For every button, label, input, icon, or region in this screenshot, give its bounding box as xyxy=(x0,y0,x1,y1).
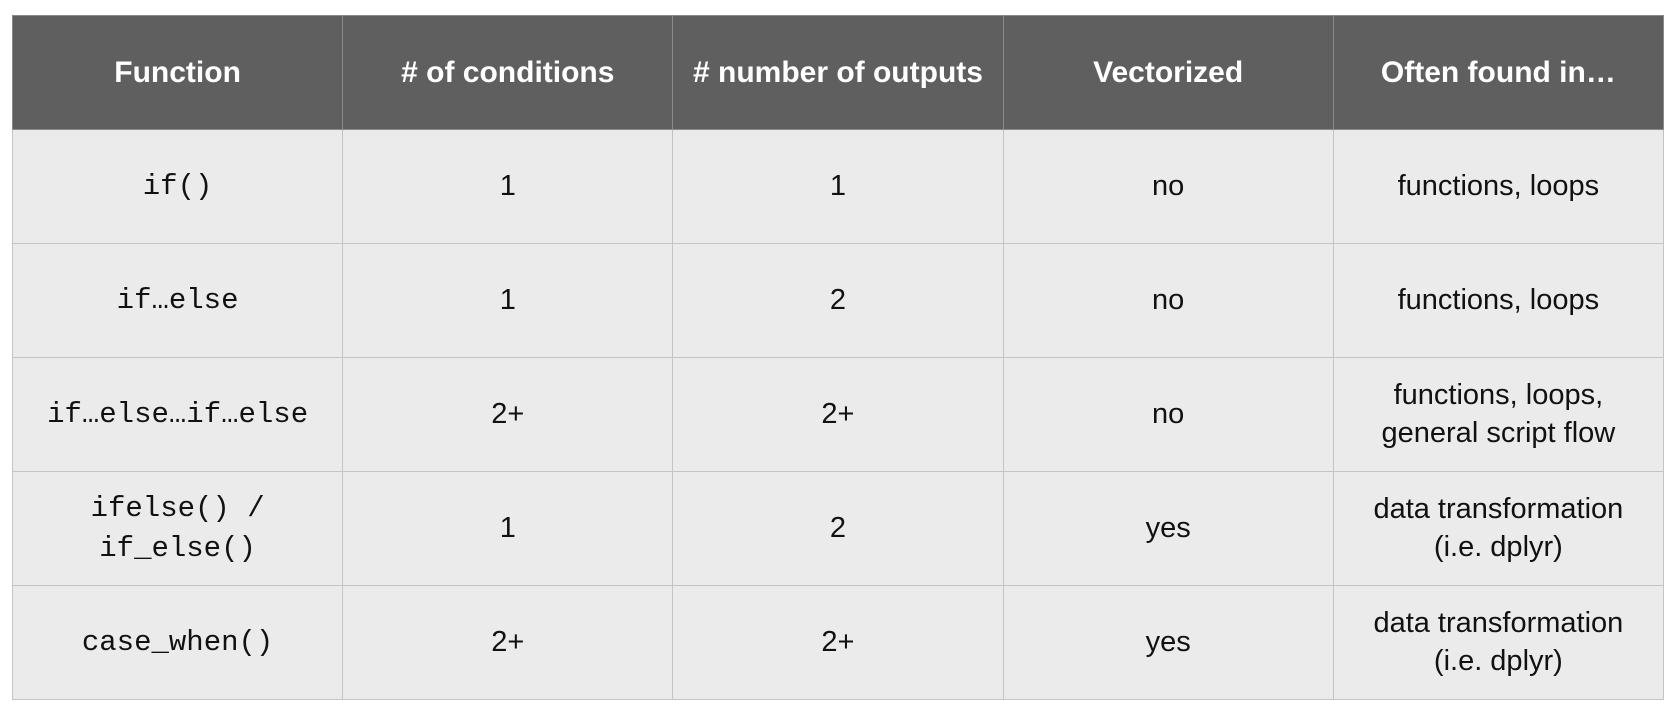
function-name: if…else…if…else xyxy=(47,397,309,431)
outputs-cell: 2 xyxy=(672,471,1004,586)
found-in-cell: functions, loops xyxy=(1332,129,1665,244)
outputs-cell: 2+ xyxy=(672,585,1004,700)
conditional-functions-table: Function # of conditions # number of out… xyxy=(11,15,1665,700)
found-in-cell: data transformation (i.e. dplyr) xyxy=(1332,585,1665,700)
outputs-cell: 2 xyxy=(672,243,1004,358)
function-cell: if…else…if…else xyxy=(11,357,344,472)
conditions-cell: 2+ xyxy=(342,357,674,472)
function-cell: ifelse() / if_else() xyxy=(11,471,344,586)
found-in-cell: functions, loops xyxy=(1332,243,1665,358)
function-name-line-1: ifelse() / xyxy=(90,492,265,526)
table-body: if() 1 1 no functions, loops if…else 1 2… xyxy=(11,129,1665,700)
table-row: if…else…if…else 2+ 2+ no functions, loop… xyxy=(11,357,1665,472)
function-name: if() xyxy=(142,169,213,203)
conditions-cell: 1 xyxy=(342,243,674,358)
vectorized-cell: yes xyxy=(1002,471,1334,586)
outputs-cell: 2+ xyxy=(672,357,1004,472)
function-cell: if…else xyxy=(11,243,344,358)
found-in-text: functions, loops xyxy=(1397,283,1600,316)
table-row: case_when() 2+ 2+ yes data transformatio… xyxy=(11,585,1665,700)
vectorized-cell: no xyxy=(1002,357,1334,472)
function-cell: case_when() xyxy=(11,585,344,700)
function-cell: if() xyxy=(11,129,344,244)
table-row: if…else 1 2 no functions, loops xyxy=(11,243,1665,358)
vectorized-cell: no xyxy=(1002,243,1334,358)
found-in-text-line-2: (i.e. dplyr) xyxy=(1433,644,1563,677)
found-in-text-line-2: general script flow xyxy=(1381,416,1616,449)
header-outputs: # number of outputs xyxy=(672,15,1004,130)
found-in-text-line-1: data transformation xyxy=(1373,492,1624,525)
conditions-cell: 1 xyxy=(342,129,674,244)
header-function: Function xyxy=(11,15,344,130)
found-in-text-line-2: (i.e. dplyr) xyxy=(1433,530,1563,563)
outputs-cell: 1 xyxy=(672,129,1004,244)
comparison-table-container: Function # of conditions # number of out… xyxy=(11,15,1665,700)
function-name: if…else xyxy=(116,283,239,317)
found-in-text-line-1: functions, loops, xyxy=(1393,378,1604,411)
function-name-line-2: if_else() xyxy=(99,531,256,565)
table-row: ifelse() / if_else() 1 2 yes data transf… xyxy=(11,471,1665,586)
found-in-cell: functions, loops, general script flow xyxy=(1332,357,1665,472)
conditions-cell: 2+ xyxy=(342,585,674,700)
vectorized-cell: no xyxy=(1002,129,1334,244)
function-name: case_when() xyxy=(81,625,274,659)
table-row: if() 1 1 no functions, loops xyxy=(11,129,1665,244)
found-in-text-line-1: data transformation xyxy=(1373,606,1624,639)
found-in-cell: data transformation (i.e. dplyr) xyxy=(1332,471,1665,586)
conditions-cell: 1 xyxy=(342,471,674,586)
header-row: Function # of conditions # number of out… xyxy=(11,15,1665,130)
table-header: Function # of conditions # number of out… xyxy=(11,15,1665,130)
found-in-text: functions, loops xyxy=(1397,169,1600,202)
header-conditions: # of conditions xyxy=(342,15,674,130)
header-often-found-in: Often found in… xyxy=(1332,15,1665,130)
header-vectorized: Vectorized xyxy=(1002,15,1334,130)
vectorized-cell: yes xyxy=(1002,585,1334,700)
